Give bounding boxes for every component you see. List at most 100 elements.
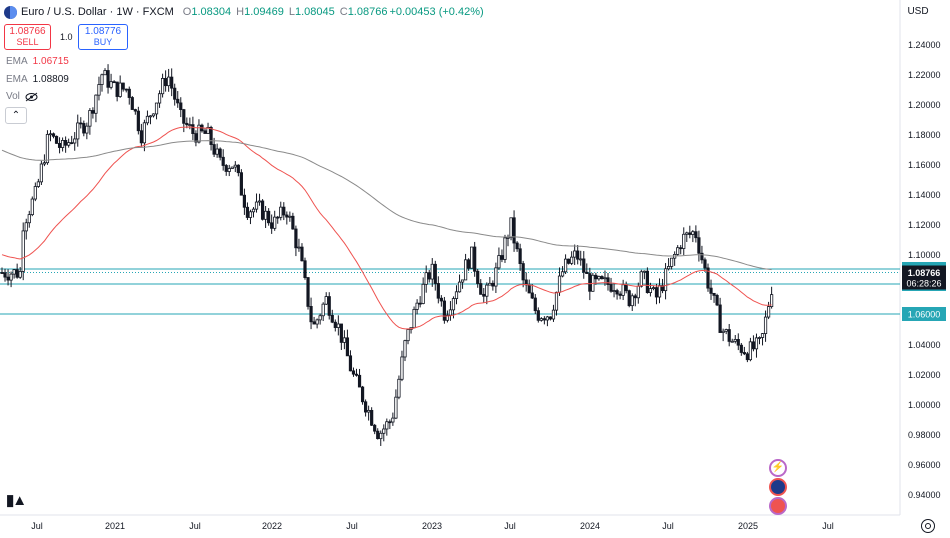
settings-gear-icon[interactable] [921, 519, 935, 533]
candle-body [606, 277, 610, 285]
candle-body [342, 337, 346, 343]
candle-body [279, 206, 283, 218]
candle-body [403, 340, 407, 358]
candle-body [151, 113, 156, 117]
y-tick-label: 1.20000 [908, 100, 941, 110]
candle-body [615, 290, 619, 295]
candle-body [733, 339, 737, 342]
candle-body [679, 247, 683, 250]
candle-body [530, 292, 534, 299]
currency-selector[interactable]: USD [907, 6, 929, 17]
candle-body [694, 231, 698, 239]
candle-body [9, 273, 13, 281]
y-tick-label: 1.16000 [908, 160, 941, 170]
candle-body [12, 269, 16, 275]
candle-body [770, 294, 774, 307]
indicator-vol[interactable]: Vol [6, 91, 38, 102]
candle-body [412, 308, 416, 329]
candle-body [230, 166, 234, 169]
sell-label: SELL [16, 37, 39, 47]
candle-body [106, 70, 110, 88]
candle-body [351, 370, 356, 375]
candle-body [685, 232, 689, 235]
candle-body [339, 323, 343, 343]
indicator-value: 1.06715 [32, 56, 69, 67]
candle-body [330, 314, 334, 323]
candle-body [509, 217, 513, 238]
candle-body [248, 211, 253, 218]
indicator-ema-1[interactable]: EMA 1.06715 [6, 56, 69, 67]
buy-button[interactable]: 1.08776 BUY [78, 24, 128, 50]
x-tick-label: Jul [822, 521, 834, 531]
candle-body [136, 110, 140, 132]
candle-body [127, 88, 131, 98]
candle-body [257, 200, 262, 203]
candle-body [170, 76, 174, 89]
candle-body [203, 130, 207, 134]
eu-flag-event-icon[interactable] [769, 478, 787, 496]
indicator-label: EMA [6, 56, 28, 67]
candle-body [430, 263, 434, 280]
tradingview-logo-icon[interactable]: ▮▲ [6, 492, 27, 509]
candle-body [245, 206, 250, 218]
candle-body [285, 214, 289, 218]
candle-body [654, 287, 659, 298]
ohlc-open-key: O [182, 6, 192, 18]
y-tick-label: 1.14000 [908, 190, 941, 200]
candle-body [576, 250, 580, 260]
candle-body [82, 123, 86, 134]
candle-body [667, 266, 671, 270]
candle-body [730, 340, 734, 343]
x-tick-label: Jul [346, 521, 358, 531]
candle-body [515, 242, 519, 250]
candle-body [121, 82, 125, 90]
us-flag-event-icon[interactable] [769, 497, 787, 515]
candle-body [267, 210, 271, 224]
candle-body [748, 341, 753, 361]
candle-body [463, 259, 468, 281]
symbol-legend: Euro / U.S. Dollar · 1W · FXCM O 1.08304 … [4, 3, 486, 21]
eye-hidden-icon[interactable] [25, 92, 38, 102]
candle-body [70, 142, 74, 144]
candle-body [536, 310, 540, 321]
candle-body [754, 337, 759, 350]
candle-body [424, 272, 428, 285]
candle-body [333, 321, 337, 328]
y-tick-label: 1.04000 [908, 340, 941, 350]
candle-body [682, 233, 686, 249]
sell-price: 1.08766 [9, 26, 46, 37]
x-tick-label: 2023 [422, 521, 442, 531]
candle-body [457, 281, 462, 293]
x-tick-label: 2022 [262, 521, 282, 531]
candle-body [757, 337, 762, 339]
ohlc-open-value: 1.08304 [191, 6, 232, 18]
candle-body [639, 271, 643, 287]
ohlc-low-key: L [288, 6, 295, 18]
candle-body [242, 194, 246, 208]
candle-body [154, 102, 159, 115]
candle-body [648, 288, 653, 294]
x-tick-label: 2021 [105, 521, 125, 531]
y-tick-label: 1.10000 [908, 250, 941, 260]
candle-body [485, 284, 489, 297]
symbol-title[interactable]: Euro / U.S. Dollar · 1W · FXCM [21, 6, 174, 18]
candle-body [306, 277, 310, 307]
candle-body [224, 165, 228, 172]
candle-body [660, 285, 665, 292]
y-tick-label: 1.00000 [908, 400, 941, 410]
candle-body [630, 295, 634, 307]
candle-body [739, 344, 743, 353]
collapse-chevron-icon[interactable]: ⌃ [5, 107, 27, 124]
candle-body [51, 133, 56, 137]
sell-button[interactable]: 1.08766 SELL [4, 24, 51, 50]
candle-body [751, 341, 756, 350]
candle-body [273, 216, 277, 229]
lightning-event-icon[interactable]: ⚡ [769, 459, 787, 477]
candle-body [118, 82, 122, 97]
y-tick-label: 1.02000 [908, 370, 941, 380]
candle-body [467, 259, 471, 269]
candle-body [336, 323, 340, 328]
indicator-ema-2[interactable]: EMA 1.08809 [6, 74, 69, 85]
candle-body [766, 306, 771, 318]
